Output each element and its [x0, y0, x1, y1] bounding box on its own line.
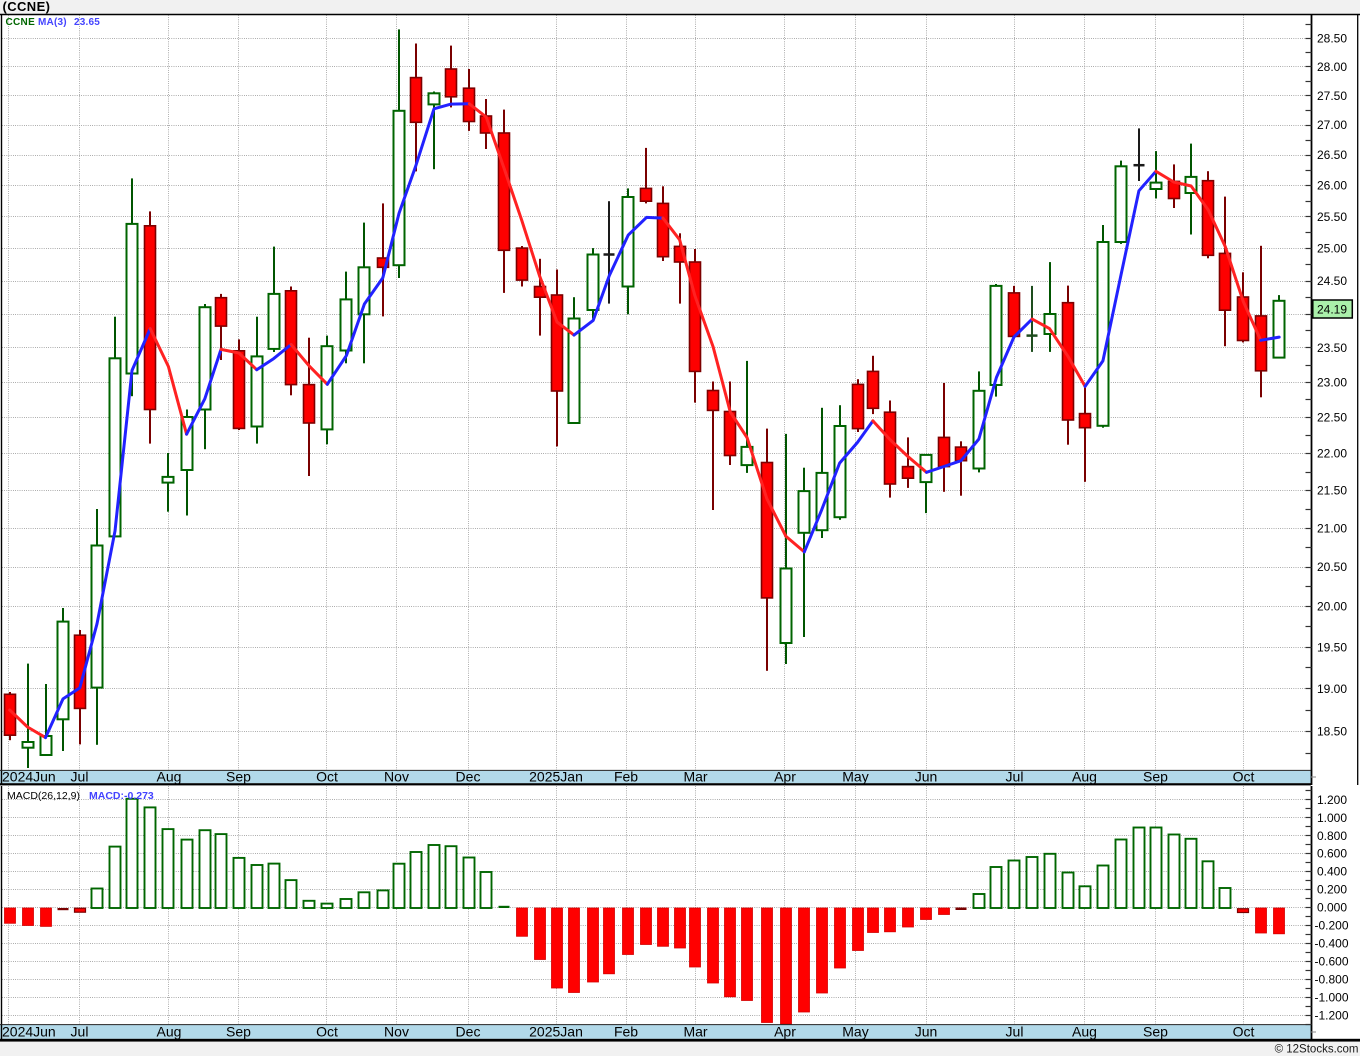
- svg-text:Sep: Sep: [1143, 769, 1168, 785]
- svg-text:Nov: Nov: [384, 769, 409, 785]
- svg-text:Jun: Jun: [915, 1024, 938, 1040]
- svg-text:(CCNE): (CCNE): [3, 0, 51, 14]
- svg-text:27.00: 27.00: [1317, 118, 1347, 132]
- svg-text:2025Jan: 2025Jan: [529, 1024, 583, 1040]
- svg-text:27.50: 27.50: [1317, 89, 1347, 103]
- svg-text:Jun: Jun: [915, 769, 938, 785]
- svg-text:-1.000: -1.000: [1315, 990, 1349, 1004]
- svg-text:-0.600: -0.600: [1315, 955, 1349, 969]
- svg-text:Apr: Apr: [774, 769, 796, 785]
- svg-text:Aug: Aug: [157, 769, 182, 785]
- svg-text:Mar: Mar: [683, 769, 707, 785]
- svg-text:19.00: 19.00: [1317, 682, 1347, 696]
- svg-text:Dec: Dec: [456, 1024, 481, 1040]
- svg-text:20.50: 20.50: [1317, 560, 1347, 574]
- svg-text:Jul: Jul: [71, 1024, 89, 1040]
- svg-text:Nov: Nov: [384, 1024, 409, 1040]
- svg-text:20.00: 20.00: [1317, 600, 1347, 614]
- svg-text:0.600: 0.600: [1317, 847, 1347, 861]
- svg-text:21.50: 21.50: [1317, 484, 1347, 498]
- svg-text:MA(3): MA(3): [38, 17, 67, 28]
- svg-text:Dec: Dec: [456, 769, 481, 785]
- svg-text:25.00: 25.00: [1317, 242, 1347, 256]
- svg-text:Jul: Jul: [71, 769, 89, 785]
- svg-text:Oct: Oct: [316, 1024, 338, 1040]
- svg-text:Sep: Sep: [1143, 1024, 1168, 1040]
- svg-text:26.00: 26.00: [1317, 179, 1347, 193]
- svg-text:1.200: 1.200: [1317, 793, 1347, 807]
- svg-text:23.65: 23.65: [74, 17, 100, 28]
- svg-text:21.00: 21.00: [1317, 521, 1347, 535]
- svg-text:22.50: 22.50: [1317, 411, 1347, 425]
- svg-text:1.000: 1.000: [1317, 811, 1347, 825]
- svg-text:0.200: 0.200: [1317, 883, 1347, 897]
- svg-text:Mar: Mar: [683, 1024, 707, 1040]
- svg-text:Sep: Sep: [226, 769, 251, 785]
- svg-text:Oct: Oct: [1233, 769, 1255, 785]
- svg-text:Oct: Oct: [1233, 1024, 1255, 1040]
- svg-text:CCNE: CCNE: [6, 17, 36, 28]
- svg-text:25.50: 25.50: [1317, 210, 1347, 224]
- svg-text:2024Jun: 2024Jun: [2, 1024, 56, 1040]
- svg-text:24.50: 24.50: [1317, 274, 1347, 288]
- svg-text:28.00: 28.00: [1317, 60, 1347, 74]
- svg-text:May: May: [842, 1024, 868, 1040]
- svg-text:23.50: 23.50: [1317, 341, 1347, 355]
- svg-text:0.000: 0.000: [1317, 901, 1347, 915]
- svg-text:Aug: Aug: [1072, 1024, 1097, 1040]
- svg-text:Apr: Apr: [774, 1024, 796, 1040]
- svg-text:-0.400: -0.400: [1315, 937, 1349, 951]
- svg-text:MACD:-0.273: MACD:-0.273: [89, 790, 154, 802]
- svg-text:26.50: 26.50: [1317, 148, 1347, 162]
- svg-text:-0.800: -0.800: [1315, 972, 1349, 986]
- svg-text:Feb: Feb: [614, 1024, 638, 1040]
- svg-text:22.00: 22.00: [1317, 447, 1347, 461]
- svg-text:19.50: 19.50: [1317, 640, 1347, 654]
- svg-text:0.400: 0.400: [1317, 865, 1347, 879]
- svg-text:2025Jan: 2025Jan: [529, 769, 583, 785]
- svg-text:Feb: Feb: [614, 769, 638, 785]
- svg-text:18.50: 18.50: [1317, 725, 1347, 739]
- svg-text:2024Jun: 2024Jun: [2, 769, 56, 785]
- svg-text:Aug: Aug: [157, 1024, 182, 1040]
- svg-text:28.50: 28.50: [1317, 31, 1347, 45]
- svg-text:MACD(26,12,9): MACD(26,12,9): [7, 790, 80, 802]
- svg-text:May: May: [842, 769, 868, 785]
- svg-text:© 12Stocks.com: © 12Stocks.com: [1275, 1044, 1359, 1056]
- svg-text:Jul: Jul: [1006, 1024, 1024, 1040]
- svg-text:-1.200: -1.200: [1315, 1008, 1349, 1022]
- svg-text:-0.200: -0.200: [1315, 919, 1349, 933]
- svg-text:Jul: Jul: [1006, 769, 1024, 785]
- svg-text:Aug: Aug: [1072, 769, 1097, 785]
- svg-text:Sep: Sep: [226, 1024, 251, 1040]
- svg-text:23.00: 23.00: [1317, 375, 1347, 389]
- svg-text:24.19: 24.19: [1317, 303, 1347, 317]
- svg-text:0.800: 0.800: [1317, 829, 1347, 843]
- svg-text:Oct: Oct: [316, 769, 338, 785]
